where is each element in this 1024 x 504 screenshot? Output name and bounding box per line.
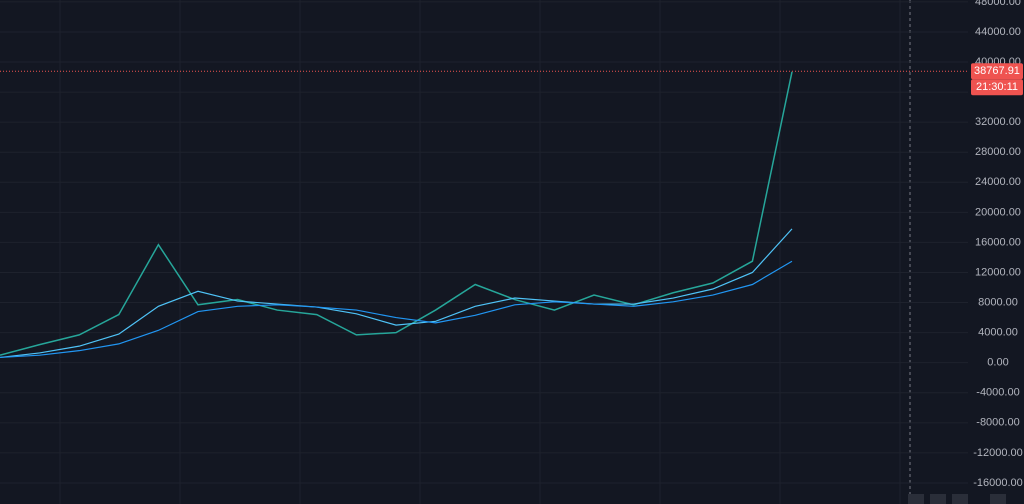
series-line [0, 71, 793, 356]
y-tick-label: 8000.00 [978, 296, 1018, 308]
y-tick-label: -12000.00 [973, 447, 1023, 459]
last-price-badge [971, 63, 1023, 80]
settings-button[interactable] [990, 494, 1006, 504]
series-line [0, 260, 793, 359]
y-tick-label: 28000.00 [975, 146, 1021, 158]
y-tick-label: 0.00 [987, 357, 1008, 369]
y-tick-label: 16000.00 [975, 236, 1021, 248]
y-tick-label: 48000.00 [975, 0, 1021, 8]
y-tick-label: -4000.00 [976, 387, 1019, 399]
scroll-up-button[interactable] [908, 494, 924, 504]
y-tick-label: 44000.00 [975, 26, 1021, 38]
y-tick-label: -8000.00 [976, 417, 1019, 429]
last-price-label: 38767.91 [974, 65, 1020, 77]
series-line [0, 228, 793, 359]
y-tick-label: 12000.00 [975, 266, 1021, 278]
reset-button[interactable] [930, 494, 946, 504]
zoom-button[interactable] [952, 494, 968, 504]
countdown-badge [971, 79, 1023, 96]
countdown-label: 21:30:11 [976, 81, 1018, 93]
y-tick-label: -16000.00 [973, 477, 1023, 489]
y-tick-label: 32000.00 [975, 116, 1021, 128]
vertical-grid [59, 0, 901, 504]
y-tick-label: 24000.00 [975, 176, 1021, 188]
y-tick-label: 4000.00 [978, 327, 1018, 339]
y-tick-label: 20000.00 [975, 206, 1021, 218]
